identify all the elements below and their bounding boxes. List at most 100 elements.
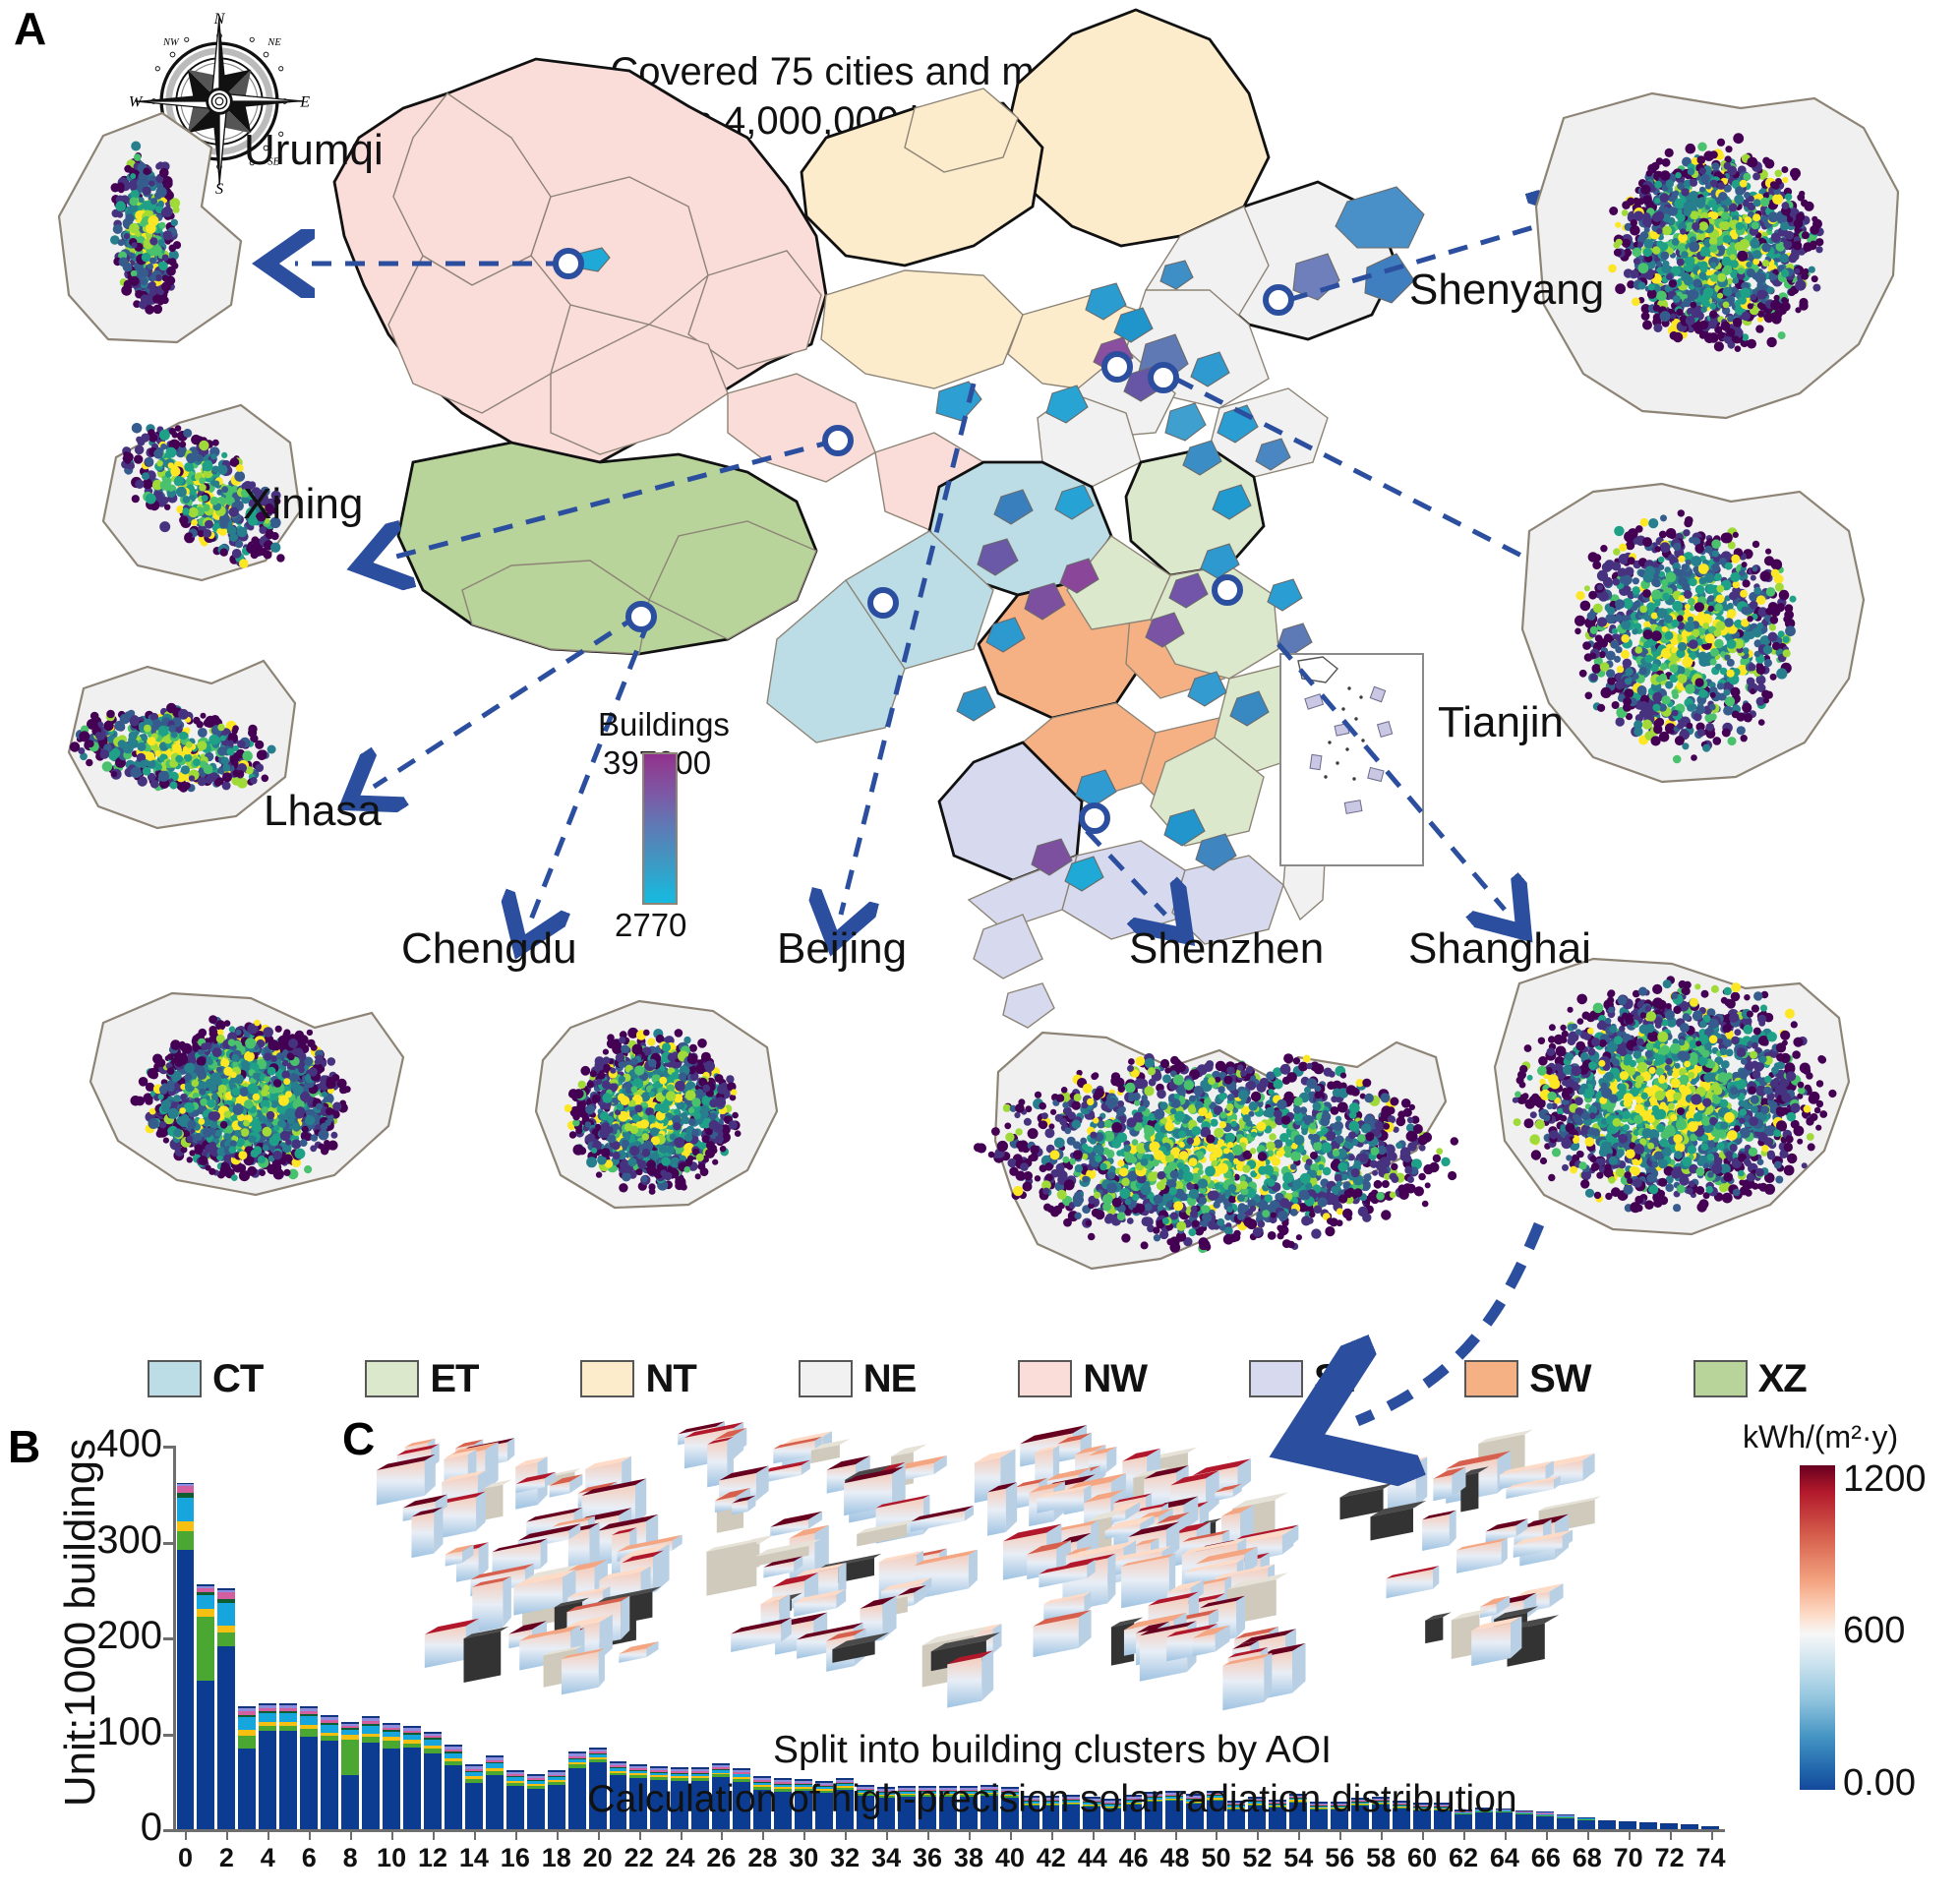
bar-seg-s2 <box>959 1794 978 1797</box>
connector-chengdu <box>531 619 652 920</box>
bar-seg-s4 <box>774 1785 793 1788</box>
bar-seg-s2 <box>671 1778 689 1782</box>
bar-seg-s1 <box>300 1737 319 1829</box>
bar-seg-s4 <box>1248 1801 1267 1804</box>
bar-seg-s2 <box>609 1772 627 1776</box>
x-tick-2: 2 <box>218 1843 234 1872</box>
bar-seg-s1 <box>321 1741 339 1829</box>
bar-seg-s4 <box>402 1734 421 1741</box>
x-tick-74: 74 <box>1695 1843 1726 1872</box>
y-tickmark-400 <box>163 1446 175 1449</box>
bar-seg-s3 <box>197 1608 215 1617</box>
bar-seg-s1 <box>1495 1812 1514 1829</box>
bar-seg-s8 <box>753 1776 772 1779</box>
bar-seg-s2 <box>383 1741 400 1750</box>
bar-seg-s5 <box>918 1791 936 1793</box>
bar-39 <box>980 1785 998 1829</box>
bar-seg-s5 <box>671 1772 689 1774</box>
bar-seg-s4 <box>1103 1804 1122 1807</box>
bar-seg-s6 <box>176 1485 195 1493</box>
bar-seg-s4 <box>1350 1802 1369 1804</box>
x-tickmark-74 <box>1710 1829 1713 1840</box>
bar-seg-s8 <box>547 1769 565 1772</box>
bar-seg-s1 <box>1474 1812 1493 1829</box>
bar-seg-s1 <box>1371 1804 1390 1829</box>
bar-7 <box>321 1715 339 1829</box>
bar-seg-s1 <box>383 1749 400 1829</box>
bar-3 <box>238 1706 257 1829</box>
y-tick-0: 0 <box>140 1806 162 1849</box>
bar-seg-s3 <box>444 1757 462 1761</box>
bar-27 <box>733 1767 751 1829</box>
x-tickmark-56 <box>1339 1829 1342 1840</box>
bar-66 <box>1536 1811 1555 1829</box>
bar-seg-s4 <box>1186 1799 1205 1802</box>
bar-seg-s5 <box>1207 1794 1225 1796</box>
bar-seg-s1 <box>1412 1810 1431 1829</box>
x-tick-64: 64 <box>1489 1843 1519 1872</box>
bar-seg-s2 <box>588 1758 607 1762</box>
bar-seg-s7 <box>712 1764 731 1767</box>
x-tickmark-14 <box>473 1829 476 1840</box>
bar-seg-s5 <box>774 1784 793 1786</box>
bar-seg-s8 <box>1309 1801 1328 1804</box>
bar-seg-s5 <box>485 1761 504 1763</box>
bar-seg-s1 <box>1041 1805 1060 1829</box>
bar-seg-s7 <box>238 1708 257 1712</box>
bar-seg-s1 <box>1269 1807 1286 1829</box>
x-tick-52: 52 <box>1242 1843 1273 1872</box>
bar-seg-s4 <box>856 1791 874 1793</box>
bar-seg-s4 <box>1309 1806 1328 1808</box>
bar-seg-s8 <box>980 1785 998 1788</box>
bar-seg-s8 <box>1412 1802 1431 1805</box>
x-tickmark-10 <box>391 1829 394 1840</box>
bar-seg-s5 <box>733 1773 751 1775</box>
bar-seg-s7 <box>444 1747 462 1751</box>
bar-29 <box>774 1778 793 1829</box>
bar-seg-s5 <box>1288 1797 1307 1799</box>
svg-text:S: S <box>215 181 223 195</box>
connector-shanghai <box>1277 642 1505 910</box>
bar-seg-s4 <box>321 1724 339 1733</box>
bar-seg-s8 <box>1454 1809 1472 1811</box>
bar-seg-s1 <box>1207 1800 1225 1829</box>
bar-seg-s4 <box>238 1716 257 1730</box>
bar-seg-s2 <box>1186 1802 1205 1804</box>
x-tickmark-54 <box>1298 1829 1301 1840</box>
bar-seg-s1 <box>341 1775 360 1829</box>
bar-19 <box>567 1751 586 1829</box>
bar-seg-s4 <box>753 1783 772 1786</box>
bar-22 <box>629 1763 648 1829</box>
bar-seg-s6 <box>938 1790 957 1792</box>
solar-colorbar <box>1800 1465 1835 1790</box>
bar-seg-s3 <box>1371 1802 1390 1804</box>
bar-seg-s3 <box>1412 1808 1431 1810</box>
bar-seg-s7 <box>547 1771 565 1775</box>
bar-seg-s6 <box>1227 1803 1246 1805</box>
y-tick-400: 400 <box>96 1422 162 1465</box>
bar-seg-s4 <box>671 1773 689 1777</box>
bar-seg-s1 <box>197 1680 215 1829</box>
bar-seg-s3 <box>321 1732 339 1737</box>
bar-seg-s1 <box>774 1791 793 1829</box>
bar-seg-s1 <box>1124 1804 1143 1829</box>
bar-seg-s4 <box>362 1725 381 1734</box>
bar-56 <box>1330 1801 1348 1829</box>
bar-seg-s4 <box>1269 1804 1286 1806</box>
bar-seg-s2 <box>1227 1808 1246 1810</box>
bar-seg-s4 <box>1207 1795 1225 1798</box>
bar-48 <box>1165 1791 1184 1829</box>
bar-seg-s4 <box>1412 1807 1431 1809</box>
x-tick-46: 46 <box>1118 1843 1149 1872</box>
bar-seg-s2 <box>1392 1807 1410 1809</box>
bar-seg-s8 <box>362 1716 381 1718</box>
y-tick-100: 100 <box>96 1709 162 1753</box>
bar-seg-s2 <box>1165 1799 1184 1801</box>
bar-46 <box>1124 1794 1143 1829</box>
bar-seg-s1 <box>1350 1805 1369 1829</box>
bar-seg-s2 <box>464 1779 483 1784</box>
bar-seg-s1 <box>423 1752 442 1829</box>
bar-44 <box>1083 1796 1101 1829</box>
bar-seg-s7 <box>588 1750 607 1752</box>
bar-seg-s8 <box>1536 1811 1555 1813</box>
